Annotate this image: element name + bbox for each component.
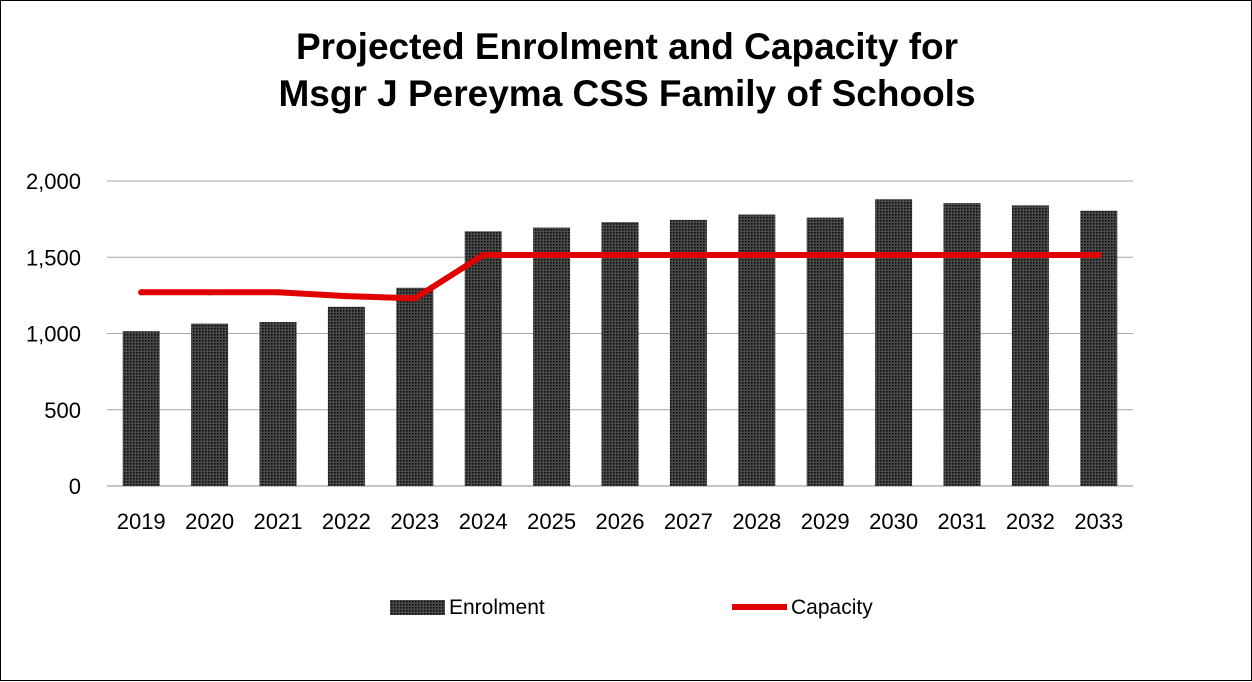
enrolment-bar — [464, 231, 502, 486]
x-tick-label: 2032 — [1006, 509, 1055, 534]
y-axis-ticks: 0 500 1,000 1,500 2,000 — [26, 169, 81, 499]
enrolment-bar — [669, 219, 707, 486]
chart-title-line-2: Msgr J Pereyma CSS Family of Schools — [278, 73, 976, 114]
x-tick-label: 2022 — [322, 509, 371, 534]
x-tick-label: 2023 — [390, 509, 439, 534]
capacity-point — [617, 251, 623, 258]
enrolment-bar — [327, 306, 365, 486]
enrolment-bar — [738, 214, 776, 487]
enrolment-bar — [1011, 205, 1049, 486]
legend-item-capacity: Capacity — [732, 596, 873, 619]
legend-label-enrolment: Enrolment — [449, 596, 545, 619]
enrolment-bar — [122, 331, 160, 486]
y-tick-label: 500 — [44, 398, 81, 423]
capacity-point — [1027, 251, 1034, 258]
x-tick-label: 2025 — [527, 509, 576, 534]
y-tick-label: 0 — [69, 474, 81, 499]
capacity-point — [206, 289, 213, 296]
x-tick-label: 2027 — [664, 509, 713, 534]
x-tick-label: 2031 — [938, 509, 987, 534]
legend-item-enrolment: Enrolment — [390, 596, 545, 619]
capacity-point — [343, 293, 350, 300]
enrolment-bar — [806, 217, 844, 486]
x-tick-label: 2026 — [596, 509, 645, 534]
x-tick-label: 2020 — [185, 509, 234, 534]
chart-title-line-1: Projected Enrolment and Capacity for — [295, 26, 959, 67]
x-tick-label: 2021 — [254, 509, 303, 534]
enrolment-bars — [122, 199, 1118, 487]
capacity-line-layer — [138, 251, 1102, 302]
legend-swatch-enrolment — [390, 600, 445, 615]
y-tick-label: 1,000 — [26, 322, 81, 347]
enrolment-bar — [191, 323, 229, 486]
capacity-point — [275, 289, 281, 296]
enrolment-bar — [259, 322, 297, 486]
capacity-point — [411, 295, 418, 302]
legend-label-capacity: Capacity — [791, 596, 873, 619]
x-tick-label: 2030 — [869, 509, 918, 534]
capacity-point — [890, 251, 897, 258]
x-axis-ticks: 2019 2020 2021 2022 2023 2024 2025 2026 2027 2028… — [117, 509, 1124, 534]
y-tick-label: 2,000 — [26, 169, 81, 194]
enrolment-bar — [601, 222, 639, 487]
capacity-point — [753, 251, 760, 258]
capacity-point — [138, 289, 145, 296]
enrolment-bar — [875, 199, 913, 487]
x-tick-label: 2024 — [459, 509, 508, 534]
capacity-point — [822, 251, 829, 258]
enrolment-bar — [396, 287, 434, 486]
capacity-point — [548, 251, 555, 258]
x-tick-label: 2033 — [1074, 509, 1123, 534]
chart-title: Projected Enrolment and Capacity for Msg… — [1, 23, 1252, 117]
capacity-point — [685, 251, 692, 258]
legend: Enrolment Capacity — [390, 596, 873, 619]
y-tick-label: 1,500 — [26, 245, 81, 270]
x-tick-label: 2029 — [801, 509, 850, 534]
capacity-point — [959, 251, 965, 258]
capacity-point — [1095, 251, 1102, 258]
x-tick-label: 2019 — [117, 509, 166, 534]
x-tick-label: 2028 — [732, 509, 781, 534]
capacity-point — [480, 251, 487, 258]
enrolment-bar — [533, 227, 571, 486]
enrolment-bar — [943, 203, 981, 487]
